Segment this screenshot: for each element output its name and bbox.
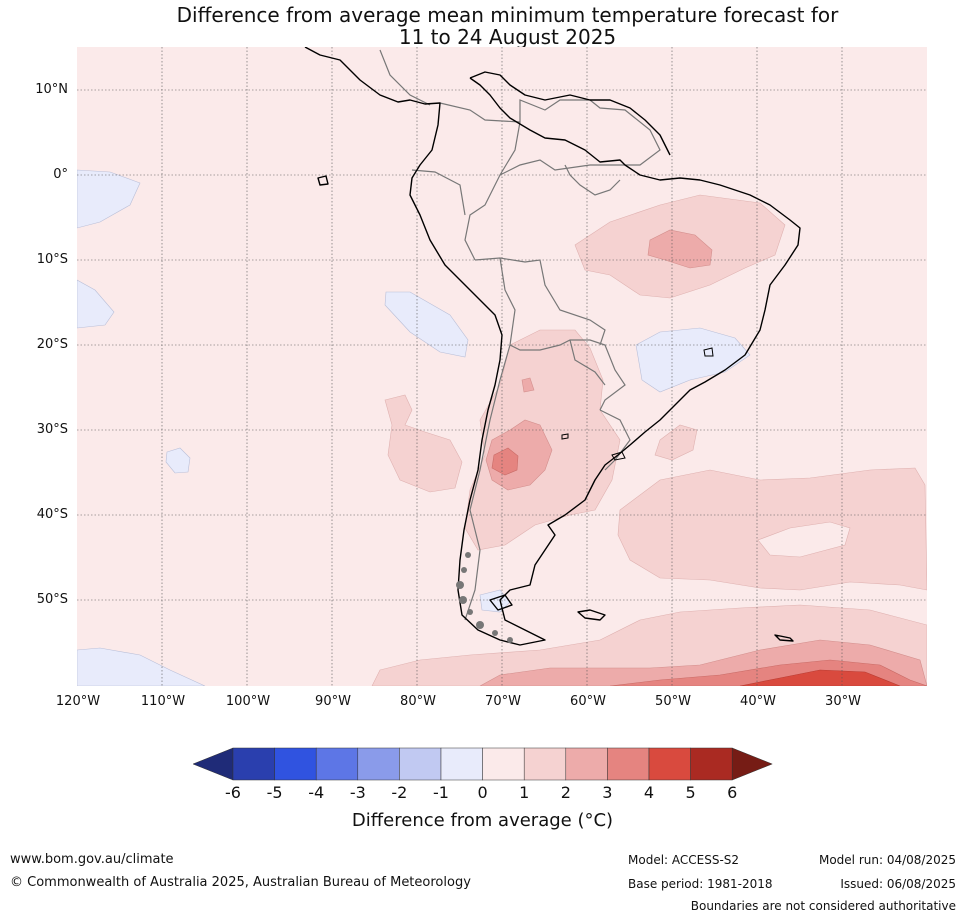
- colorbar-tick-label: -4: [308, 783, 325, 802]
- colorbar-bin: [232, 747, 275, 781]
- colorbar-bin: [648, 747, 691, 781]
- map-title: Difference from average mean minimum tem…: [0, 4, 965, 48]
- footer-base-period: Base period: 1981-2018: [628, 877, 773, 891]
- coastline: [304, 47, 801, 646]
- colorbar-bin: [607, 747, 650, 781]
- colorbar-bin: [690, 747, 733, 781]
- colorbar-bin: [440, 747, 483, 781]
- lat-label-20s: 20°S: [36, 337, 68, 352]
- colorbar-tick-label: 0: [477, 783, 488, 802]
- lat-label-0: 0°: [53, 167, 68, 182]
- lat-label-30s: 30°S: [36, 422, 68, 437]
- colorbar: [192, 747, 773, 781]
- colorbar-tick-label: -1: [433, 783, 449, 802]
- colorbar-tick-label: -6: [225, 783, 241, 802]
- lat-label-40s: 40°S: [36, 507, 68, 522]
- colorbar-overflow: [731, 747, 773, 781]
- cool-anomaly-regions: [77, 169, 751, 686]
- colorbar-tick-label: 6: [727, 783, 738, 802]
- lon-label-30w: 30°W: [825, 694, 861, 709]
- lon-label-40w: 40°W: [740, 694, 776, 709]
- colorbar-bin: [565, 747, 608, 781]
- lat-label-10s: 10°S: [36, 252, 68, 267]
- footer-website: www.bom.gov.au/climate: [10, 852, 174, 867]
- footer-issued: Issued: 06/08/2025: [840, 877, 956, 891]
- colorbar-bin: [315, 747, 359, 781]
- lat-label-10n: 10°N: [35, 82, 68, 97]
- colorbar-tick-label: 2: [560, 783, 571, 802]
- colorbar-bin: [274, 747, 317, 781]
- lat-label-50s: 50°S: [36, 592, 68, 607]
- colorbar-underflow: [192, 747, 234, 781]
- map-plot-area: [77, 47, 927, 686]
- title-line-2: 11 to 24 August 2025: [398, 25, 617, 49]
- colorbar-bin: [399, 747, 442, 781]
- country-borders: [379, 49, 661, 621]
- colorbar-title: Difference from average (°C): [351, 810, 614, 831]
- warm-anomaly-4-5: [739, 669, 901, 686]
- footer-model: Model: ACCESS-S2: [628, 853, 740, 867]
- lon-label-80w: 80°W: [400, 694, 436, 709]
- lon-label-110w: 110°W: [140, 694, 186, 709]
- lon-label-60w: 60°W: [570, 694, 606, 709]
- lon-label-70w: 70°W: [485, 694, 521, 709]
- colorbar-bin: [523, 747, 567, 781]
- footer-copyright: © Commonwealth of Australia 2025, Austra…: [10, 875, 471, 890]
- neutral-pocket: [757, 521, 851, 558]
- lon-label-50w: 50°W: [655, 694, 691, 709]
- lon-label-120w: 120°W: [55, 694, 101, 709]
- colorbar-tick-label: 1: [519, 783, 530, 802]
- colorbar-tick-label: 4: [643, 783, 655, 802]
- lakes: [561, 347, 714, 461]
- colorbar-tick-label: 3: [602, 783, 613, 802]
- colorbar-bin: [357, 747, 400, 781]
- lon-label-100w: 100°W: [225, 694, 271, 709]
- colorbar-tick-label: 5: [685, 783, 696, 802]
- colorbar-tick-label: -2: [391, 783, 408, 802]
- footer-disclaimer: Boundaries are not considered authoritat…: [690, 899, 956, 913]
- colorbar-bin: [482, 747, 525, 781]
- southern-chile-islands: [456, 552, 513, 643]
- footer-model-run: Model run: 04/08/2025: [818, 853, 956, 867]
- lon-label-90w: 90°W: [315, 694, 351, 709]
- colorbar-tick-label: -3: [349, 783, 366, 802]
- title-line-1: Difference from average mean minimum tem…: [176, 3, 839, 27]
- colorbar-tick-label: -5: [266, 783, 283, 802]
- graticule: [77, 47, 927, 686]
